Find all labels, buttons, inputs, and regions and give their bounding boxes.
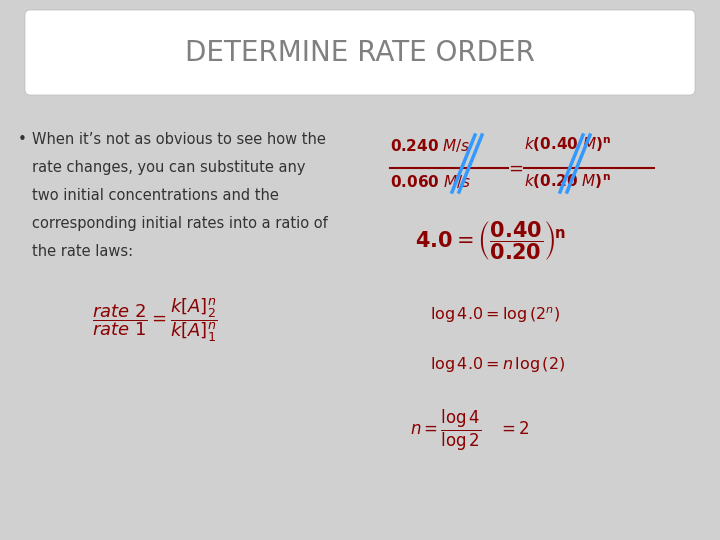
Text: $\dfrac{\mathit{rate\ 2}}{\mathit{rate\ 1}} = \dfrac{\mathit{k}[A]_2^n}{\mathit{: $\dfrac{\mathit{rate\ 2}}{\mathit{rate\ … <box>92 296 218 344</box>
FancyBboxPatch shape <box>25 10 695 95</box>
Text: $\mathbf{0.240\ }$$\mathbf{\mathit{M/s}}$: $\mathbf{0.240\ }$$\mathbf{\mathit{M/s}}… <box>390 137 470 153</box>
Text: rate changes, you can substitute any: rate changes, you can substitute any <box>32 160 305 175</box>
Text: corresponding initial rates into a ratio of: corresponding initial rates into a ratio… <box>32 216 328 231</box>
Text: $\mathbf{4.0} = \left(\dfrac{\mathbf{0.40}}{\mathbf{0.20}}\right)^{\!\mathbf{n}}: $\mathbf{4.0} = \left(\dfrac{\mathbf{0.4… <box>415 219 565 261</box>
Text: $\log 4.0 = n\,\log\left(2\right)$: $\log 4.0 = n\,\log\left(2\right)$ <box>430 355 565 375</box>
Text: $n = \dfrac{\log 4}{\log 2} \quad = 2$: $n = \dfrac{\log 4}{\log 2} \quad = 2$ <box>410 407 529 453</box>
Text: $=$: $=$ <box>505 159 523 177</box>
Text: $\log 4.0 = \log\left(2^n\right)$: $\log 4.0 = \log\left(2^n\right)$ <box>430 305 560 325</box>
Text: When it’s not as obvious to see how the: When it’s not as obvious to see how the <box>32 132 326 147</box>
Text: $\mathbf{\mathit{k}(0.40\ \mathit{M})^n}$: $\mathbf{\mathit{k}(0.40\ \mathit{M})^n}… <box>524 136 611 154</box>
Text: DETERMINE RATE ORDER: DETERMINE RATE ORDER <box>185 39 535 67</box>
Text: $\mathbf{\mathit{k}(0.20\ \mathit{M})^n}$: $\mathbf{\mathit{k}(0.20\ \mathit{M})^n}… <box>524 173 611 191</box>
Text: two initial concentrations and the: two initial concentrations and the <box>32 188 279 203</box>
Text: $\mathbf{0.060\ }$$\mathbf{\mathit{M/s}}$: $\mathbf{0.060\ }$$\mathbf{\mathit{M/s}}… <box>390 173 471 191</box>
Text: •: • <box>18 132 27 147</box>
Text: the rate laws:: the rate laws: <box>32 244 133 259</box>
